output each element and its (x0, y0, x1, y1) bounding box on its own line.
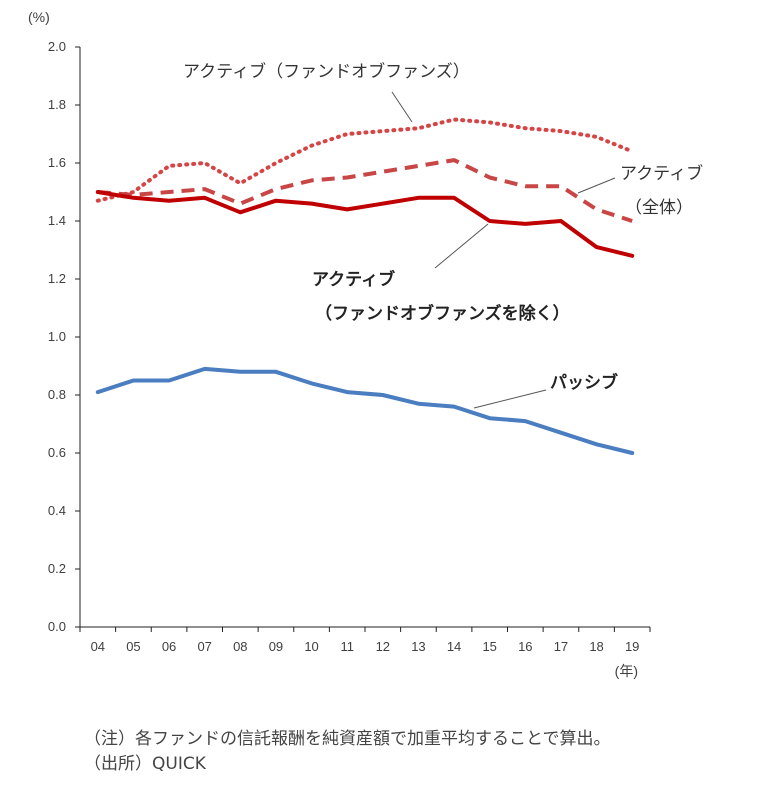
annotation-active-all-line2: （全体） (625, 198, 693, 218)
annotation-active-fof: アクティブ（ファンドオブファンズ） (183, 61, 470, 82)
y-tick-label: 2.0 (48, 39, 66, 54)
x-tick-label: 10 (304, 639, 318, 654)
x-tick-label: 06 (162, 639, 176, 654)
x-tick-label: 14 (447, 639, 461, 654)
annotation-active-all-line1: アクティブ (620, 163, 703, 184)
series-active-all (97, 158, 633, 223)
x-tick-label: 04 (91, 639, 105, 654)
leader-line-excl (434, 223, 489, 269)
annotation-active-excl-line1: アクティブ (312, 269, 395, 290)
annotation-passive: パッシブ (550, 372, 618, 393)
note-text: （注）各ファンドの信託報酬を純資産額で加重平均することで算出。 (84, 729, 611, 749)
x-tick-label: 16 (518, 639, 532, 654)
x-tick-label: 15 (482, 639, 496, 654)
y-tick-label: 0.8 (48, 387, 66, 402)
series-passive (95, 366, 635, 455)
leader-line-all (577, 177, 616, 194)
series-active-fof (95, 117, 635, 203)
y-tick-label: 0.0 (48, 619, 66, 634)
annotation-active-excl-line2: （ファンドオブファンズを除く） (315, 303, 570, 324)
x-axis-ticks: 04 05 06 07 08 09 10 11 12 13 14 15 16 17 18 19 (79, 627, 651, 654)
x-tick-label: 19 (625, 639, 639, 654)
x-axis-unit-label: (年) (615, 663, 638, 679)
x-tick-label: 08 (233, 639, 247, 654)
y-tick-label: 1.6 (48, 155, 66, 170)
chart-series (95, 117, 635, 455)
line-chart: (%) (年) 0.0 0.2 0.4 0.6 0.8 1.0 1.2 1.4 1.6 1.8 2.… (28, 9, 703, 679)
y-tick-label: 1.2 (48, 271, 66, 286)
x-tick-label: 13 (411, 639, 425, 654)
x-tick-label: 12 (376, 639, 390, 654)
x-tick-label: 07 (197, 639, 211, 654)
x-tick-label: 05 (126, 639, 140, 654)
y-axis-unit-label: (%) (28, 9, 50, 25)
x-tick-label: 17 (554, 639, 568, 654)
annotation-leader-lines (391, 91, 616, 409)
y-axis-ticks: 0.0 0.2 0.4 0.6 0.8 1.0 1.2 1.4 1.6 1.8 2.0 (48, 39, 80, 634)
series-active-excl-fof (95, 190, 635, 258)
y-tick-label: 1.4 (48, 213, 66, 228)
x-tick-label: 11 (340, 639, 354, 654)
y-tick-label: 0.6 (48, 445, 66, 460)
x-tick-label: 18 (589, 639, 603, 654)
leader-line-passive (473, 389, 547, 409)
x-tick-label: 09 (269, 639, 283, 654)
chart-notes: （注）各ファンドの信託報酬を純資産額で加重平均することで算出。 （出所）QUIC… (84, 727, 611, 777)
y-tick-label: 1.8 (48, 97, 66, 112)
y-tick-label: 0.4 (48, 503, 66, 518)
y-tick-label: 1.0 (48, 329, 66, 344)
y-tick-label: 0.2 (48, 561, 66, 576)
source-text: （出所）QUICK (84, 754, 206, 774)
leader-line-fof (391, 91, 413, 123)
